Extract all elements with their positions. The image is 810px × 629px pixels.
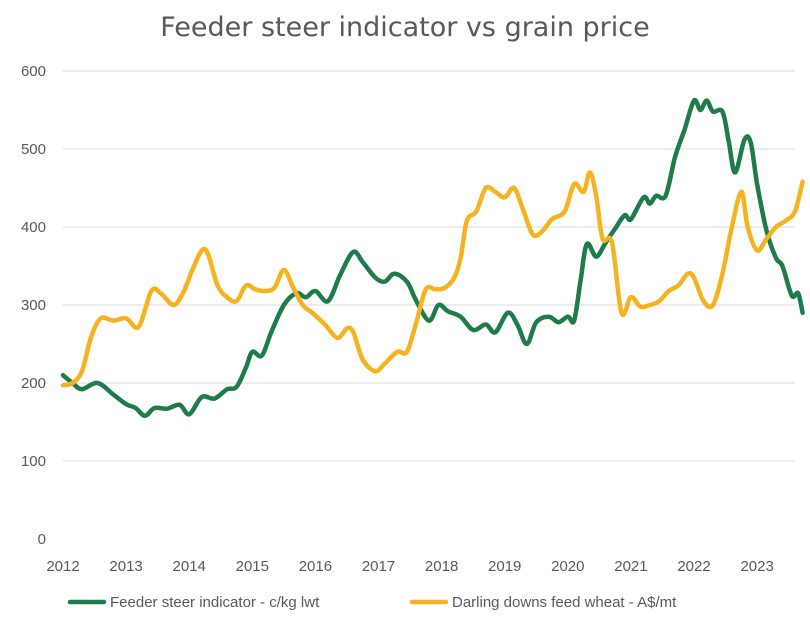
y-axis-ticks: 0 100 200 300 400 500 600: [21, 63, 46, 548]
y-tick-label: 200: [21, 375, 46, 392]
y-tick-label: 300: [21, 297, 46, 314]
y-tick-label: 400: [21, 219, 46, 236]
y-tick-label: 0: [38, 531, 46, 548]
x-tick-label: 2016: [299, 558, 332, 575]
x-tick-label: 2020: [551, 558, 584, 575]
y-tick-label: 500: [21, 141, 46, 158]
x-axis-ticks: 2012 2013 2014 2015 2016 2017 2018 2019 2020 2021…: [46, 558, 774, 575]
y-tick-label: 600: [21, 63, 46, 80]
gridlines: [63, 70, 795, 462]
legend: Feeder steer indicator - c/kg lwt Darling…: [67, 594, 677, 611]
x-tick-label: 2013: [109, 558, 142, 575]
x-tick-label: 2012: [46, 558, 79, 575]
x-tick-label: 2015: [236, 558, 269, 575]
legend-label: Darling downs feed wheat - A$/mt: [452, 594, 677, 611]
x-tick-label: 2021: [614, 558, 647, 575]
x-tick-label: 2014: [173, 558, 206, 575]
x-tick-label: 2018: [425, 558, 458, 575]
feed-wheat-line: [60, 170, 805, 388]
legend-label: Feeder steer indicator - c/kg lwt: [110, 594, 320, 611]
feeder-steer-line: [60, 97, 805, 419]
x-tick-label: 2023: [740, 558, 773, 575]
x-tick-label: 2017: [362, 558, 395, 575]
chart-title: Feeder steer indicator vs grain price: [160, 12, 650, 43]
y-tick-label: 100: [21, 453, 46, 470]
x-tick-label: 2022: [677, 558, 710, 575]
x-tick-label: 2019: [488, 558, 521, 575]
series-lines: [60, 97, 805, 419]
